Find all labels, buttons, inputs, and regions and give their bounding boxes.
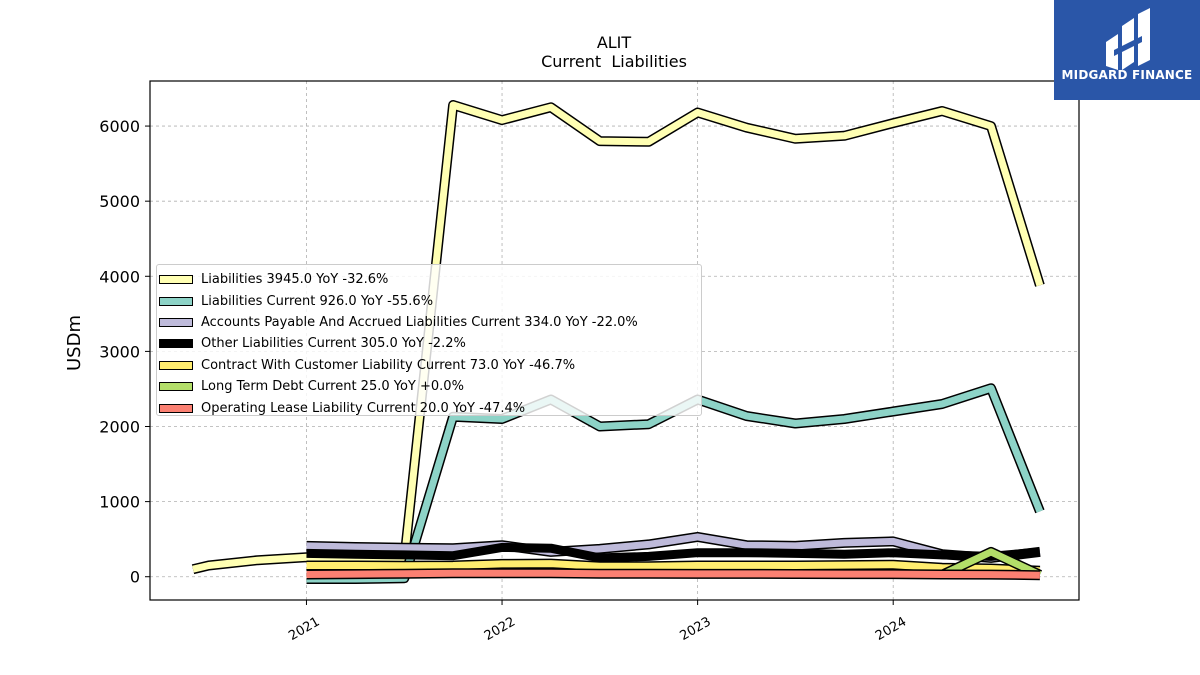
series-line [306,560,1041,575]
chart-title: ALIT [597,33,632,52]
legend-swatch [159,360,193,370]
legend-label: Liabilities Current 926.0 YoY -55.6% [201,293,434,309]
y-tick-label: 5000 [99,192,140,211]
series-long-term-debt-current [939,546,1043,580]
logo-text: MIDGARD FINANCE [1061,68,1193,82]
legend-swatch [159,317,193,327]
x-tick-label: 2023 [677,614,713,644]
midgard-finance-logo: MIDGARD FINANCE [1054,0,1200,100]
legend-swatch [159,296,193,306]
x-tick-label: 2021 [286,614,322,644]
series-line [306,542,1041,563]
legend-swatch [159,275,193,285]
series-lines [191,100,1045,584]
y-axis-label: USDm [64,315,85,371]
series-other-liabilities-current [306,542,1041,563]
legend-label: Operating Lease Liability Current 20.0 Y… [201,400,526,416]
legend-item: Long Term Debt Current 25.0 YoY +0.0% [157,376,701,397]
series-line [306,569,1040,579]
legend-item: Liabilities Current 926.0 YoY -55.6% [157,290,701,311]
legend-item: Accounts Payable And Accrued Liabilities… [157,312,701,333]
legend-item: Other Liabilities Current 305.0 YoY -2.2… [157,333,701,354]
legend-item: Operating Lease Liability Current 20.0 Y… [157,397,701,418]
series-contract-with-customer-liability-current [306,558,1041,576]
series-line [306,533,1041,562]
plot-frame [149,80,1080,601]
legend-swatch [159,403,193,413]
y-tick-label: 6000 [99,117,140,136]
y-tick-label: 0 [130,568,140,587]
y-tick-label: 3000 [99,342,140,361]
legend-label: Contract With Customer Liability Current… [201,357,576,373]
legend-swatch [159,339,193,349]
series-line [940,548,1042,578]
legend-swatch [159,382,193,392]
y-tick-label: 1000 [99,493,140,512]
chart-subtitle: Current Liabilities [541,52,687,71]
y-tick-label: 2000 [99,417,140,436]
legend-item: Liabilities 3945.0 YoY -32.6% [157,269,701,290]
logo-mark-icon [1106,8,1150,70]
series-operating-lease-liability-current [306,568,1040,581]
y-tick-label: 4000 [99,267,140,286]
legend-label: Accounts Payable And Accrued Liabilities… [201,314,638,330]
legend: Liabilities 3945.0 YoY -32.6% Liabilities… [156,264,702,416]
legend-label: Other Liabilities Current 305.0 YoY -2.2… [201,336,466,352]
x-tick-label: 2022 [482,614,518,644]
legend-label: Long Term Debt Current 25.0 YoY +0.0% [201,379,464,395]
legend-label: Liabilities 3945.0 YoY -32.6% [201,272,389,288]
legend-item: Contract With Customer Liability Current… [157,355,701,376]
series-accounts-payable-and-accrued-liabilities-current [306,531,1041,563]
x-tick-label: 2024 [873,614,909,644]
